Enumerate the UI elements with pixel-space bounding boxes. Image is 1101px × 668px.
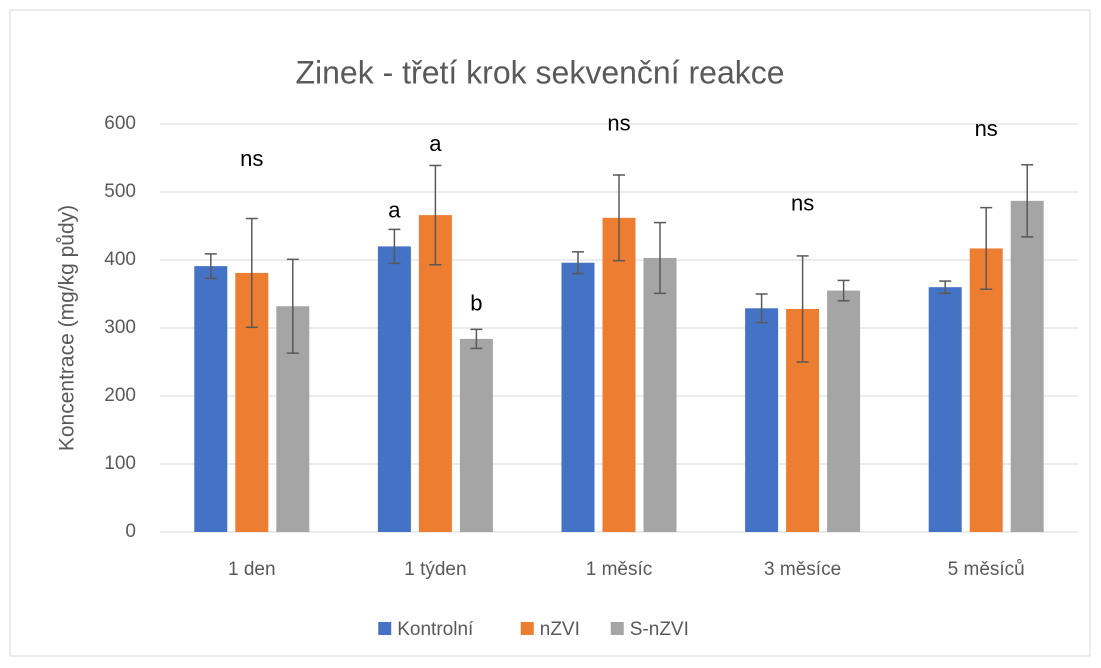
y-tick-label: 200: [104, 385, 136, 406]
bar: [1010, 200, 1044, 532]
y-tick-label: 300: [104, 317, 136, 338]
annotation: ns: [607, 110, 630, 135]
annotation: ns: [791, 191, 814, 216]
error-bar: [837, 279, 850, 302]
annotation: b: [470, 291, 482, 316]
bar: [459, 338, 493, 532]
annotation: a: [388, 198, 401, 223]
legend-label: nZVI: [540, 619, 580, 640]
error-bar: [939, 280, 952, 295]
y-tick-label: 500: [104, 181, 136, 202]
chart-border: [9, 9, 1091, 657]
x-tick-label: 1 měsíc: [586, 559, 653, 580]
y-tick-label: 600: [104, 113, 136, 134]
legend-label: Kontrolní: [397, 619, 474, 640]
y-tick-label: 400: [104, 249, 136, 270]
x-tick-label: 5 měsíců: [948, 559, 1025, 580]
error-bar: [1021, 164, 1034, 238]
y-axis-label: Koncentrace (mg/kg půdy): [56, 205, 79, 451]
chart-title: Zinek - třetí krok sekvenční reakce: [295, 54, 784, 90]
error-bar: [429, 164, 442, 266]
error-bar: [980, 206, 993, 290]
legend-swatch: [520, 622, 534, 635]
bar: [827, 290, 861, 532]
x-tick-label: 3 měsíce: [764, 559, 841, 580]
error-bar: [470, 328, 483, 350]
bar: [377, 246, 411, 532]
bar: [928, 287, 962, 532]
legend-label: S-nZVI: [630, 619, 689, 640]
error-bar: [572, 251, 584, 275]
error-bar: [796, 255, 809, 363]
annotation: ns: [240, 146, 263, 171]
annotation: a: [429, 131, 442, 156]
y-tick-label: 0: [125, 521, 136, 542]
bar: [561, 262, 595, 532]
annotation: ns: [975, 116, 998, 141]
bar: [194, 266, 228, 532]
bar: [602, 217, 636, 532]
error-bar: [613, 174, 625, 262]
legend-swatch: [378, 622, 392, 635]
y-tick-label: 100: [104, 453, 136, 474]
bar: [418, 215, 452, 532]
x-tick-label: 1 den: [228, 559, 276, 580]
x-tick-label: 1 týden: [404, 559, 466, 580]
error-bar: [245, 217, 258, 329]
legend-swatch: [610, 622, 624, 635]
error-bar: [286, 258, 299, 354]
error-bar: [654, 221, 666, 295]
bar: [969, 248, 1003, 532]
error-bar: [204, 253, 217, 280]
bar: [643, 257, 677, 532]
bar: [745, 308, 779, 532]
error-bar: [755, 293, 768, 324]
error-bar: [388, 228, 401, 265]
